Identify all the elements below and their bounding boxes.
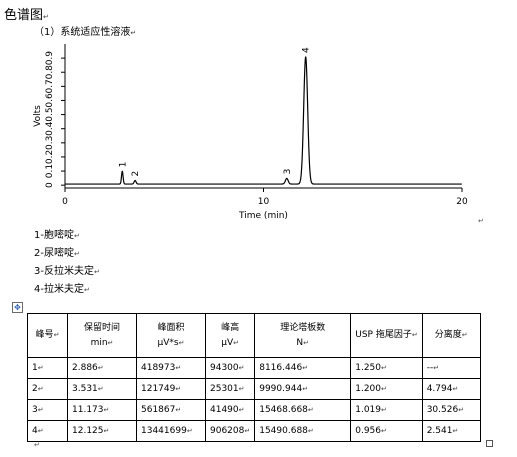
table-cell: 121749↵	[136, 378, 206, 400]
results-table: 峰号↵ 保留时间 min↵ 峰面积 μV*s↵ 峰高 μV↵ 理论塔板数 N↵ USP 拖尾因子↵…	[27, 313, 481, 442]
table-cell: 906208↵	[204, 420, 256, 442]
table-cell: 3↵	[27, 399, 68, 421]
table-move-handle-icon[interactable]: ✥	[12, 302, 23, 313]
table-cell: 9990.944↵	[254, 378, 352, 400]
table-body: 1↵ 2.886↵ 418973↵ 94300↵ 8116.446↵ 1.250↵ --↵ 2…	[27, 357, 481, 442]
y-tick-label: 0.8	[45, 65, 55, 80]
table-cell: 4.794↵	[421, 378, 481, 400]
table-cell: 0.956↵	[350, 420, 423, 442]
table-cell: 2↵	[27, 378, 68, 400]
table-row: 4↵ 12.125↵ 13441699↵ 906208↵ 15490.688↵ 0.956…	[27, 420, 481, 442]
paragraph-mark: ↵	[478, 217, 484, 225]
table-cell: 8116.446↵	[254, 357, 352, 379]
table-cell: 94300↵	[204, 357, 256, 379]
legend-item-2: 2-尿嘧啶↵	[34, 248, 80, 259]
table-cell: 1.250↵	[350, 357, 423, 379]
table-cell: 12.125↵	[67, 420, 137, 442]
table-cell: 1.200↵	[350, 378, 423, 400]
x-tick-label: 10	[258, 197, 270, 207]
table-row: 2↵ 3.531↵ 121749↵ 25301↵ 9990.944↵ 1.200↵ 4.79…	[27, 378, 481, 400]
table-cell: 418973↵	[136, 357, 206, 379]
table-cell: 1↵	[27, 357, 68, 379]
table-cell: 1.019↵	[350, 399, 423, 421]
x-tick-label: 20	[456, 197, 468, 207]
table-cell: 13441699↵	[136, 420, 206, 442]
page-title: 色谱图↵	[4, 8, 49, 23]
column-header: 峰面积 μV*s↵	[136, 313, 206, 358]
table-cell: 3.531↵	[67, 378, 137, 400]
x-axis-label: Time (min)	[238, 211, 288, 221]
table-cell: 561867↵	[136, 399, 206, 421]
legend-item-1: 1-胞嘧啶↵	[34, 230, 80, 241]
peak-label: 1	[118, 162, 128, 168]
table-cell: 11.173↵	[67, 399, 137, 421]
chromatogram-chart: 0 0.10.20.30.40.50.60.70.80.9 0 10 20 Time (m…	[33, 44, 484, 225]
peak-label: 3	[283, 169, 293, 175]
table-cell: 15490.688↵	[254, 420, 352, 442]
table-cell: 2.886↵	[67, 357, 137, 379]
y-tick-label: 0.9	[45, 51, 55, 66]
table-cell: 30.526↵	[421, 399, 481, 421]
table-cell: --↵	[421, 357, 481, 379]
column-header: 理论塔板数 N↵	[254, 313, 352, 358]
y-tick-label: 0	[45, 182, 55, 188]
peak-label: 4	[302, 47, 312, 53]
chromatogram-trace	[65, 56, 462, 185]
table-cell: 25301↵	[204, 378, 256, 400]
column-header: 峰高 μV↵	[204, 313, 256, 358]
table-row: 3↵ 11.173↵ 561867↵ 41490↵ 15468.668↵ 1.019↵ 30…	[27, 399, 481, 421]
table-header-row: 峰号↵ 保留时间 min↵ 峰面积 μV*s↵ 峰高 μV↵ 理论塔板数 N↵ USP 拖尾因子↵…	[27, 313, 481, 358]
column-header: 峰号↵	[27, 313, 68, 358]
table-cell: 41490↵	[204, 399, 256, 421]
x-tick-label: 0	[62, 197, 68, 207]
table-row: 1↵ 2.886↵ 418973↵ 94300↵ 8116.446↵ 1.250↵ --↵	[27, 357, 481, 379]
table-cell: 2.541↵	[421, 420, 481, 442]
y-axis-label: Volts	[33, 105, 43, 127]
legend-item-4: 4-拉米夫定↵	[34, 284, 90, 295]
y-tick-label: 0.3	[45, 136, 55, 150]
y-tick-label: 0.7	[45, 79, 55, 93]
column-header: USP 拖尾因子↵	[350, 313, 423, 358]
y-tick-label: 0.5	[45, 107, 55, 121]
legend-item-3: 3-反拉米夫定↵	[34, 266, 100, 277]
y-tick-label: 0.6	[45, 93, 55, 108]
column-header: 分离度↵	[421, 313, 481, 358]
peak-label: 2	[131, 171, 141, 177]
section-subtitle: （1）系统适应性溶液↵	[34, 27, 137, 38]
y-tick-label: 0.1	[45, 164, 55, 178]
paragraph-mark: ↵	[34, 441, 40, 449]
y-tick-label: 0.4	[45, 121, 55, 136]
table-cell: 15468.668↵	[254, 399, 352, 421]
table-cell: 4↵	[27, 420, 68, 442]
table-resize-handle[interactable]	[486, 440, 493, 447]
column-header: 保留时间 min↵	[67, 313, 137, 358]
y-tick-label: 0.2	[45, 150, 55, 164]
